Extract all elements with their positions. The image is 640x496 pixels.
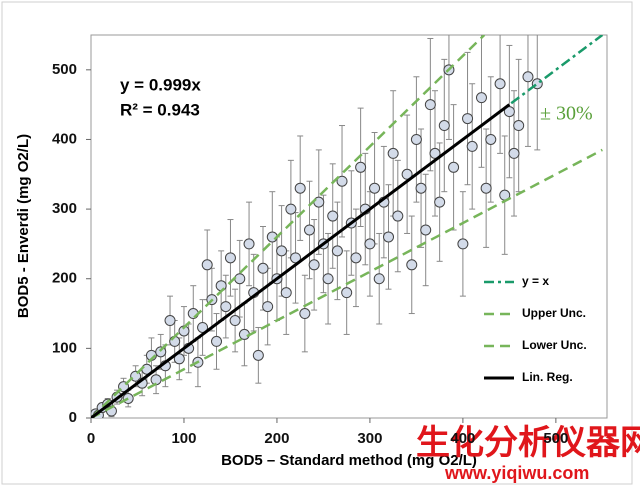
- watermark-title: 生化分析仪器网: [416, 424, 640, 462]
- legend-label: y = x: [522, 274, 549, 288]
- y-tick-label: 500: [52, 61, 77, 78]
- y-tick-label: 400: [52, 130, 77, 147]
- series-line: [91, 148, 603, 418]
- point: [424, 99, 436, 111]
- y-tick-label: 0: [69, 409, 77, 426]
- point: [415, 182, 427, 194]
- point: [383, 231, 395, 243]
- x-tick-label: 0: [87, 430, 95, 447]
- point: [257, 262, 269, 274]
- series-line: [91, 103, 511, 418]
- point: [438, 120, 450, 132]
- point: [373, 273, 385, 285]
- point: [197, 321, 209, 333]
- point: [285, 203, 297, 215]
- point: [522, 71, 534, 83]
- point: [322, 273, 334, 285]
- y-axis-title: BOD5 - Enverdi (mg O2/L): [15, 134, 32, 318]
- point: [252, 349, 264, 361]
- point: [331, 245, 343, 257]
- point: [341, 287, 353, 299]
- point: [164, 315, 176, 327]
- y-tick-label: 200: [52, 270, 77, 287]
- plot-layer: [91, 35, 604, 418]
- point: [457, 238, 469, 250]
- point: [303, 224, 315, 236]
- r-squared: R² = 0.943: [120, 100, 200, 119]
- point: [392, 210, 404, 222]
- x-axis-title: BOD5 – Standard method (mg O2/L): [221, 452, 477, 469]
- equation: y = 0.999x: [120, 75, 201, 94]
- x-tick-label: 200: [264, 430, 289, 447]
- point: [290, 252, 302, 264]
- legend-label: Upper Unc.: [522, 306, 586, 320]
- point: [466, 140, 478, 152]
- point: [280, 287, 292, 299]
- point: [355, 161, 367, 173]
- point: [475, 92, 487, 104]
- y-tick-label: 300: [52, 200, 77, 217]
- point: [294, 182, 306, 194]
- point: [201, 259, 213, 271]
- point: [401, 168, 413, 180]
- point: [224, 252, 236, 264]
- point: [513, 120, 525, 132]
- point: [494, 78, 506, 90]
- legend-label: Lin. Reg.: [522, 370, 573, 384]
- x-tick-label: 400: [450, 430, 475, 447]
- point: [420, 224, 432, 236]
- point: [448, 161, 460, 173]
- point: [220, 301, 232, 313]
- point: [243, 238, 255, 250]
- point: [327, 210, 339, 222]
- series-line: [91, 35, 486, 418]
- point: [406, 259, 418, 271]
- y-tick-label: 100: [52, 339, 77, 356]
- point: [262, 301, 274, 313]
- point: [234, 273, 246, 285]
- point: [503, 106, 515, 118]
- point: [410, 133, 422, 145]
- point: [308, 259, 320, 271]
- watermark-url: www.yiqiwu.com: [444, 463, 589, 483]
- point: [485, 133, 497, 145]
- point: [434, 196, 446, 208]
- point: [173, 353, 185, 365]
- point: [429, 147, 441, 159]
- point: [229, 315, 241, 327]
- x-tick-label: 500: [543, 430, 568, 447]
- point: [350, 252, 362, 264]
- point: [336, 175, 348, 187]
- point: [387, 147, 399, 159]
- point: [299, 308, 311, 320]
- point: [508, 147, 520, 159]
- point: [480, 182, 492, 194]
- point: [276, 245, 288, 257]
- x-tick-label: 300: [357, 430, 382, 447]
- point: [462, 113, 474, 125]
- point: [369, 182, 381, 194]
- x-tick-label: 100: [171, 430, 196, 447]
- band-label: ± 30%: [540, 103, 593, 125]
- legend-label: Lower Unc.: [522, 338, 587, 352]
- point: [364, 238, 376, 250]
- point: [211, 335, 223, 347]
